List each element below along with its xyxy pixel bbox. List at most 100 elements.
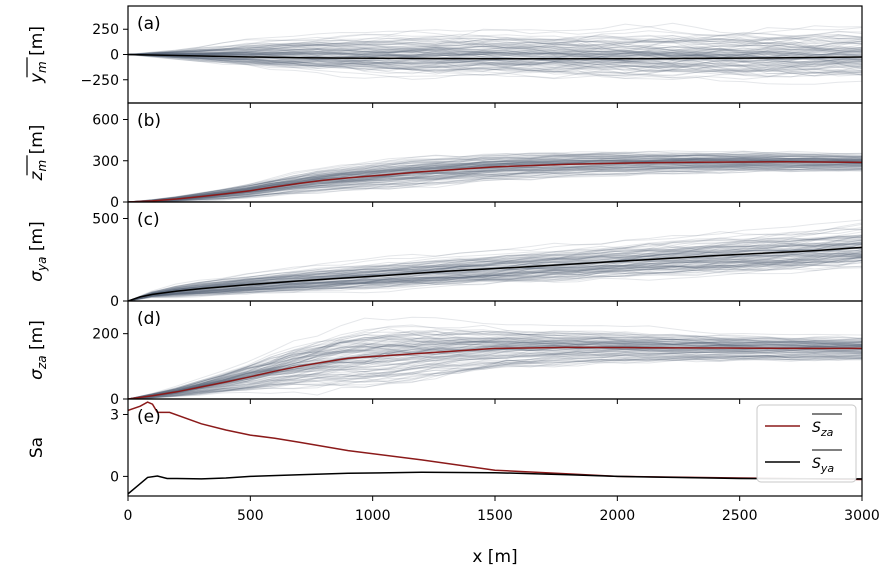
ensemble-line xyxy=(128,33,862,55)
ensemble-line xyxy=(128,330,862,399)
ensemble-line xyxy=(128,351,862,399)
ensemble-line xyxy=(128,333,862,399)
ensemble-line xyxy=(128,51,862,61)
y-tick-label: 600 xyxy=(92,113,119,129)
ensemble-line xyxy=(128,46,862,57)
ensemble-line xyxy=(128,44,862,58)
ensemble-line xyxy=(128,169,862,202)
ensemble-line xyxy=(128,153,862,202)
ensemble-line xyxy=(128,338,862,399)
ensemble-line xyxy=(128,246,862,301)
ensemble-line xyxy=(128,166,862,202)
ensemble-line xyxy=(128,156,862,202)
ensemble-line xyxy=(128,333,862,399)
ensemble-line xyxy=(128,47,862,58)
ensemble-line xyxy=(128,54,862,68)
panel-tag: (d) xyxy=(137,309,161,329)
ensemble-line xyxy=(128,158,862,202)
ensemble-line xyxy=(128,41,862,55)
ensemble-line xyxy=(128,347,862,399)
ensemble-line xyxy=(128,328,862,399)
ensemble-line xyxy=(128,158,862,202)
ensemble-line xyxy=(128,254,862,301)
ensemble-line xyxy=(128,54,862,73)
ensemble-line xyxy=(128,153,862,202)
legend-box xyxy=(756,404,857,483)
ensemble-line xyxy=(128,257,862,301)
series-line-mean xyxy=(128,53,862,60)
ensemble-line xyxy=(128,54,862,73)
ensemble-line xyxy=(128,163,862,202)
ensemble-line xyxy=(128,351,862,399)
ensemble-line xyxy=(128,48,862,58)
ensemble-line xyxy=(128,165,862,202)
ensemble-line xyxy=(128,30,862,55)
ensemble-line xyxy=(128,150,862,202)
ensemble-line xyxy=(128,222,862,301)
ensemble-line xyxy=(128,239,862,301)
ensemble-line xyxy=(128,256,862,301)
ensemble-line xyxy=(128,227,862,301)
ensemble-line xyxy=(128,163,862,202)
ensemble-line xyxy=(128,44,862,56)
ensemble-line xyxy=(128,254,862,301)
ensemble-line xyxy=(128,157,862,202)
ensemble-line xyxy=(128,347,862,399)
ensemble-line xyxy=(128,265,862,301)
ensemble-lines xyxy=(128,219,862,301)
panel-tag: (c) xyxy=(137,210,160,230)
ensemble-line xyxy=(128,345,862,399)
ensemble-line xyxy=(128,339,862,399)
y-tick-label: 250 xyxy=(92,22,119,38)
ensemble-line xyxy=(128,155,862,202)
ensemble-line xyxy=(128,256,862,301)
ensemble-line xyxy=(128,34,862,55)
ensemble-line xyxy=(128,54,862,73)
ensemble-line xyxy=(128,158,862,202)
ensemble-line xyxy=(128,158,862,202)
ensemble-line xyxy=(128,46,862,56)
ensemble-line xyxy=(128,354,862,399)
ensemble-line xyxy=(128,49,862,59)
ensemble-line xyxy=(128,355,862,399)
ensemble-line xyxy=(128,258,862,301)
ensemble-line xyxy=(128,166,862,202)
panel-e: 0 3 (e) Sa Sza Sya xyxy=(27,398,863,501)
plot-area-3 xyxy=(128,316,862,399)
ensemble-line xyxy=(128,51,862,62)
ensemble-line xyxy=(128,330,862,399)
ensemble-line xyxy=(128,243,862,301)
ensemble-line xyxy=(128,44,862,57)
y-tick-label: −250 xyxy=(81,73,119,89)
ensemble-line xyxy=(128,354,862,399)
ensemble-line xyxy=(128,49,862,59)
ensemble-line xyxy=(128,253,862,301)
ensemble-line xyxy=(128,51,862,60)
ensemble-line xyxy=(128,158,862,202)
ensemble-line xyxy=(128,161,862,202)
ensemble-line xyxy=(128,251,862,301)
panel-tag: (b) xyxy=(137,111,161,131)
ensemble-line xyxy=(128,163,862,202)
ensemble-line xyxy=(128,259,862,301)
ensemble-line xyxy=(128,260,862,301)
ensemble-line xyxy=(128,52,862,62)
ensemble-line xyxy=(128,261,862,301)
ensemble-line xyxy=(128,242,862,301)
panel-tag: (e) xyxy=(137,407,161,427)
ensemble-line xyxy=(128,242,862,301)
ensemble-line xyxy=(128,339,862,399)
ensemble-line xyxy=(128,164,862,202)
ensemble-line xyxy=(128,47,862,59)
ensemble-line xyxy=(128,166,862,202)
ensemble-line xyxy=(128,243,862,301)
ensemble-line xyxy=(128,239,862,301)
ensemble-line xyxy=(128,34,862,55)
ensemble-line xyxy=(128,339,862,399)
ensemble-line xyxy=(128,154,862,202)
ensemble-line xyxy=(128,241,862,301)
ensemble-line xyxy=(128,330,862,399)
ensemble-line xyxy=(128,50,862,61)
series-line-mean xyxy=(128,346,862,399)
